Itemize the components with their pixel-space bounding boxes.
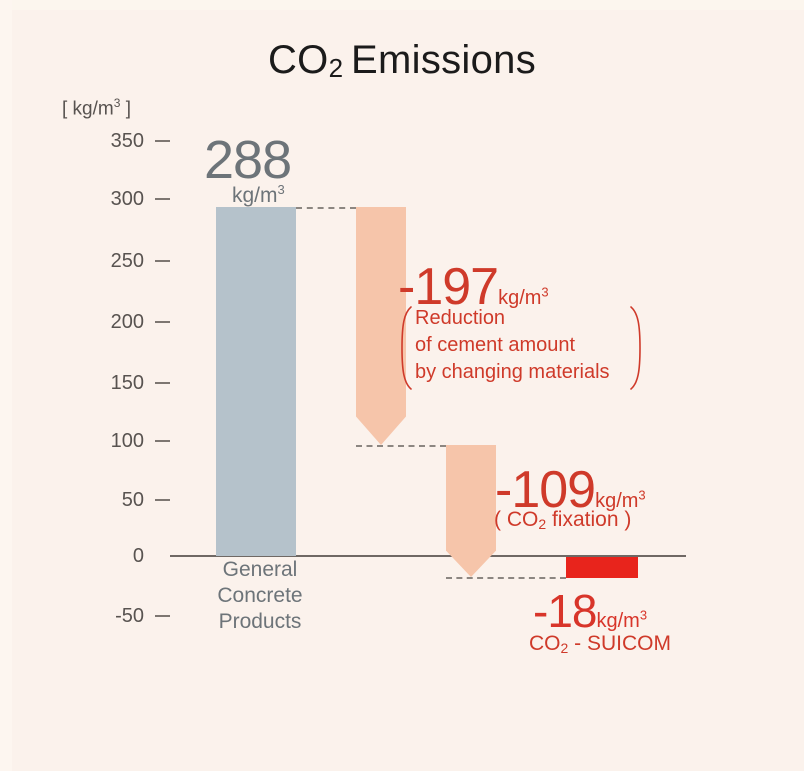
description-co2-fixation: ( CO2 fixation )	[494, 508, 631, 532]
category-line-3: Products	[218, 610, 302, 633]
zero-baseline	[170, 555, 686, 557]
y-axis-tick-mark	[155, 382, 170, 384]
y-axis-unit-open: [ kg/m	[62, 98, 114, 120]
y-axis-unit-superscript: 3	[113, 96, 121, 110]
y-axis-tick-label: 350	[110, 130, 144, 152]
arrow-reduction-of-cement[interactable]	[356, 207, 406, 445]
unit-superscript: 3	[277, 182, 285, 197]
y-axis-tick-50: 50	[60, 490, 180, 510]
unit-superscript: 3	[541, 284, 549, 300]
y-axis-tick-label: 0	[132, 545, 144, 567]
description-line-2: of cement amount	[415, 334, 576, 356]
connector-dash-minus18	[446, 577, 566, 579]
value-number: -197	[398, 258, 499, 316]
bracketed-description-minus197: Reduction of cement amount by changing m…	[399, 305, 643, 391]
y-axis-tick-label: -50	[115, 605, 144, 627]
y-axis-tick-mark	[155, 198, 170, 200]
bracket-left-icon	[399, 305, 413, 391]
value-label-288: 288	[204, 130, 292, 190]
label-open: CO	[529, 632, 561, 655]
y-axis-tick-label: 150	[110, 372, 144, 394]
unit-superscript: 3	[639, 607, 648, 623]
category-line-1: General	[222, 558, 298, 581]
y-axis-tick-label: 250	[110, 250, 144, 272]
unit-text: kg/m	[498, 287, 542, 309]
label-co2-suicom: CO2 - SUICOM	[529, 632, 671, 656]
value-label-minus197: -197kg/m3	[398, 261, 549, 313]
value-number: 288	[204, 130, 292, 190]
y-axis-tick-minus50: -50	[60, 606, 180, 626]
arrow-co2-fixation[interactable]	[446, 445, 496, 577]
y-axis-tick-250: 250	[60, 251, 180, 271]
y-axis-tick-150: 150	[60, 373, 180, 393]
chart-title-subscript: 2	[328, 53, 344, 83]
description-line-1: Reduction	[415, 307, 506, 329]
label-subscript: 2	[560, 640, 569, 656]
top-edge-strip	[12, 0, 804, 10]
y-axis-tick-label: 200	[110, 311, 144, 333]
description-open: ( CO	[494, 508, 539, 531]
value-unit: kg/m3	[595, 487, 646, 512]
y-axis-tick-label: 300	[110, 188, 144, 210]
y-axis-unit-label: [ kg/m3 ]	[62, 96, 131, 120]
label-close: - SUICOM	[568, 632, 671, 655]
y-axis-tick-mark	[155, 499, 170, 501]
y-axis-tick-200: 200	[60, 312, 180, 332]
y-axis-tick-0: 0	[60, 546, 180, 566]
description-subscript: 2	[538, 516, 547, 532]
connector-dash-91	[356, 445, 446, 447]
description-close: fixation )	[546, 508, 632, 531]
unit-superscript: 3	[638, 487, 646, 503]
y-axis-tick-mark	[155, 140, 170, 142]
value-label-minus18: -18kg/m3	[533, 588, 647, 634]
category-label-general-concrete-products: General Concrete Products	[205, 557, 315, 635]
value-unit-288: kg/m3	[232, 182, 285, 208]
unit-text: kg/m	[595, 490, 639, 512]
category-line-2: Concrete	[217, 584, 303, 607]
chart-title: CO2 Emissions	[0, 38, 804, 83]
y-axis-tick-label: 100	[110, 430, 144, 452]
y-axis-tick-100: 100	[60, 431, 180, 451]
y-axis-unit-close: ]	[120, 98, 131, 120]
y-axis-tick-label: 50	[121, 489, 144, 511]
y-axis-tick-350: 350	[60, 131, 180, 151]
value-unit: kg/m3	[596, 607, 648, 632]
value-number: -18	[533, 585, 597, 637]
value-unit: kg/m3	[498, 284, 549, 309]
bracket-right-icon	[629, 305, 643, 391]
y-axis-tick-300: 300	[60, 189, 180, 209]
y-axis-tick-mark	[155, 615, 170, 617]
y-axis-tick-mark	[155, 321, 170, 323]
value-number: -109	[495, 461, 596, 519]
value-label-minus109: -109kg/m3	[495, 464, 646, 516]
description-lines: Reduction of cement amount by changing m…	[413, 305, 629, 391]
bar-general-concrete-products[interactable]	[216, 207, 296, 556]
bar-co2-suicom[interactable]	[566, 557, 638, 578]
description-line-3: by changing materials	[415, 361, 610, 383]
chart-title-rest: Emissions	[351, 38, 537, 82]
y-axis-tick-mark	[155, 260, 170, 262]
unit-text: kg/m	[596, 610, 640, 632]
y-axis-tick-mark	[155, 440, 170, 442]
chart-title-main: CO	[267, 38, 329, 82]
left-edge-strip	[0, 0, 12, 771]
plot-area	[170, 131, 686, 625]
unit-text: kg/m	[232, 184, 278, 207]
connector-dash-288	[296, 207, 356, 209]
